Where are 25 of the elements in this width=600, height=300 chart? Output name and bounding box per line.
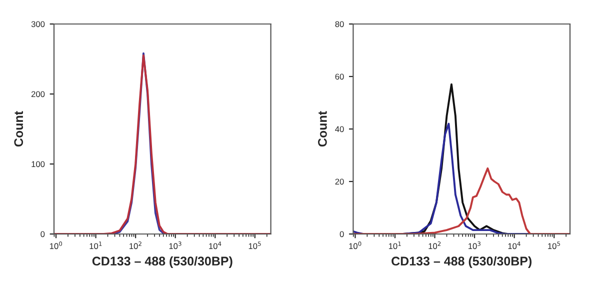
y-tick-label: 60 — [335, 74, 344, 80]
x-tick-label: 10$^{0}$ — [50, 241, 62, 250]
y-tick-label: 0 — [340, 231, 344, 238]
x-tick-label: 10$^{2}$ — [130, 241, 142, 250]
y-tick-label: 80 — [335, 21, 344, 28]
y-tick-label: 300 — [31, 21, 45, 28]
x-tick-label: 10$^{4}$ — [209, 242, 222, 250]
x-tick-label: 10$^{1}$ — [90, 242, 102, 250]
x-tick-label: 10$^{3}$ — [468, 241, 480, 250]
y-tick-label: 20 — [335, 178, 344, 185]
y-tick-label: 100 — [32, 161, 45, 168]
y-axis-title: Count — [318, 111, 327, 147]
x-tick-label: 10$^{5}$ — [248, 242, 261, 250]
y-tick-label: 40 — [335, 126, 344, 132]
y-axis-title: Count — [14, 111, 24, 147]
x-tick-label: 10$^{0}$ — [349, 241, 362, 250]
x-tick-label: 10$^{5}$ — [548, 242, 560, 250]
x-axis-title: CD133 – 488 (530/30BP) — [392, 256, 532, 268]
x-tick-label: 10$^{1}$ — [388, 242, 401, 250]
x-tick-label: 10$^{3}$ — [169, 241, 182, 250]
y-tick-label: 200 — [31, 91, 45, 98]
y-tick-label: 0 — [40, 231, 45, 238]
x-tick-label: 10$^{2}$ — [428, 241, 441, 250]
x-tick-label: 10$^{4}$ — [508, 242, 520, 250]
x-axis-title: CD133 – 488 (530/30BP) — [92, 256, 232, 268]
